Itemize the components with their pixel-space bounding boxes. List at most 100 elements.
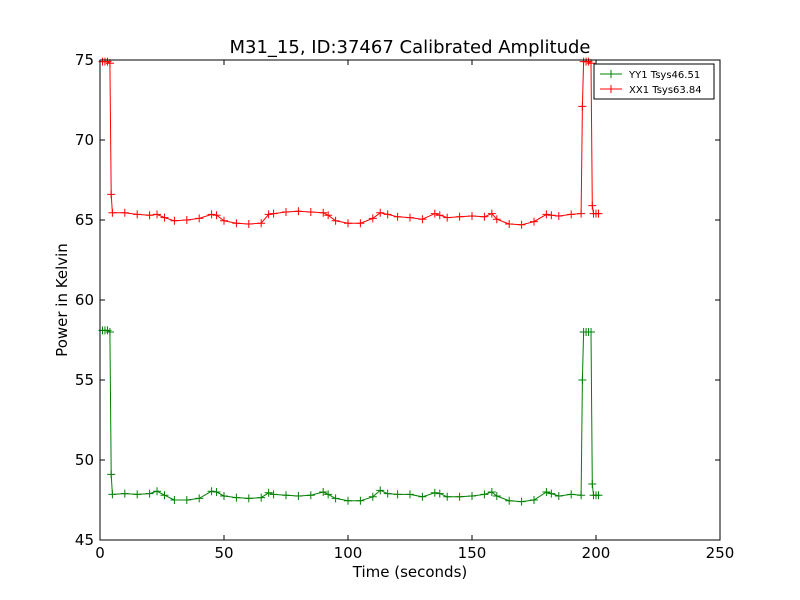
series-0-point-39 — [455, 492, 464, 501]
series-1-point-42 — [487, 209, 496, 218]
series-0-point-9 — [153, 487, 162, 496]
series-1-point-37 — [435, 211, 444, 220]
series-0-point-57 — [588, 480, 597, 488]
series-0-point-40 — [468, 492, 476, 500]
series-0-point-13 — [195, 494, 204, 503]
series-0-point-42 — [487, 488, 496, 496]
x-tick-label-0: 0 — [95, 544, 105, 562]
series-0-point-48 — [547, 489, 556, 498]
series-1-point-52 — [578, 102, 587, 111]
series-0-point-36 — [430, 488, 439, 497]
series-1-point-21 — [269, 209, 278, 218]
x-tick-label-1: 50 — [214, 544, 233, 562]
series-1-point-9 — [153, 210, 162, 219]
series-1-point-27 — [331, 216, 340, 225]
series-0-point-22 — [282, 491, 290, 500]
series-1-point-24 — [306, 208, 315, 216]
series-0-point-18 — [244, 494, 253, 503]
series-0-point-50 — [567, 490, 576, 499]
series-1-point-15 — [212, 211, 221, 220]
series-0-point-26 — [324, 490, 333, 499]
series-1-point-29 — [356, 219, 365, 228]
series-1-point-60 — [594, 209, 603, 218]
y-axis-label: Power in Kelvin — [53, 243, 71, 357]
series-1-point-14 — [207, 210, 216, 219]
series-1-point-41 — [480, 212, 489, 221]
series-1-point-10 — [160, 213, 169, 222]
series-0-point-8 — [145, 489, 154, 498]
series-1-point-11 — [170, 216, 179, 225]
legend-box — [593, 63, 715, 100]
series-1-point-13 — [195, 214, 204, 223]
series-1-point-43 — [492, 215, 501, 224]
series-0-point-37 — [435, 489, 444, 498]
series-1-point-57 — [588, 201, 597, 210]
series-0-point-20 — [264, 488, 273, 497]
series-1 — [98, 57, 603, 229]
series-0-point-43 — [492, 492, 501, 500]
series-1-point-6 — [120, 208, 129, 217]
series-0-point-41 — [480, 490, 489, 499]
series-1-point-32 — [383, 210, 392, 219]
series-1-point-47 — [542, 210, 551, 219]
series-0-point-35 — [418, 492, 427, 501]
series-0-point-24 — [306, 491, 315, 500]
series-0-point-46 — [530, 496, 538, 504]
series-1-point-56 — [587, 59, 596, 68]
series-1-point-22 — [282, 208, 290, 216]
series-1-point-40 — [468, 212, 476, 220]
x-tick-label-4: 200 — [582, 544, 611, 562]
series-0-point-44 — [505, 496, 514, 505]
series-0-point-60 — [594, 491, 603, 500]
series-0-point-47 — [542, 488, 551, 496]
series-0-point-23 — [294, 492, 303, 500]
series-1-point-7 — [133, 210, 142, 219]
series-0-point-21 — [269, 490, 278, 499]
y-tick-label-6: 75 — [75, 51, 94, 69]
y-tick-label-1: 50 — [75, 451, 94, 469]
series-1-point-35 — [418, 215, 427, 224]
series-1-point-17 — [232, 219, 241, 228]
legend-entries: YY1 Tsys46.51 XX1 Tsys63.84 — [600, 70, 702, 96]
series-0-point-45 — [517, 497, 526, 506]
legend-marker-0 — [607, 70, 615, 78]
series-1-point-16 — [220, 216, 228, 225]
series-1-point-4 — [107, 190, 116, 199]
series-1-point-48 — [547, 211, 556, 220]
series-0-point-12 — [182, 496, 191, 504]
y-axis: 45 50 55 60 65 70 75 — [75, 51, 720, 549]
series-0-point-7 — [133, 490, 142, 499]
series-1-point-33 — [393, 212, 402, 221]
series-1-point-8 — [145, 211, 154, 220]
series-0-point-16 — [220, 492, 228, 500]
series-1-point-28 — [344, 219, 352, 228]
legend-marker-1 — [607, 85, 615, 93]
series-1-point-18 — [244, 220, 253, 228]
series-1-point-34 — [406, 213, 414, 222]
series-0-point-27 — [331, 494, 340, 503]
series-0-point-15 — [212, 488, 221, 496]
x-tick-label-3: 150 — [458, 544, 487, 562]
series-1-point-39 — [455, 212, 464, 221]
series-0-point-32 — [383, 489, 392, 498]
series-1-point-51 — [577, 209, 586, 218]
series-0 — [98, 326, 603, 506]
y-tick-label-2: 55 — [75, 371, 94, 389]
series-1-point-3 — [105, 59, 114, 68]
series-1-point-50 — [567, 210, 576, 219]
series-0-point-31 — [376, 486, 385, 495]
series-0-point-6 — [120, 489, 129, 498]
series-1-point-25 — [319, 208, 328, 217]
series-1-point-38 — [443, 213, 452, 222]
series-0-point-49 — [554, 492, 563, 500]
series-layer — [98, 57, 603, 506]
series-0-point-3 — [105, 328, 114, 336]
series-1-point-26 — [324, 211, 333, 220]
chart-title: M31_15, ID:37467 Calibrated Amplitude — [230, 37, 591, 58]
series-1-point-23 — [294, 207, 303, 216]
series-0-point-38 — [443, 492, 452, 501]
x-axis: 0 50 100 150 200 250 — [95, 60, 734, 562]
series-0-point-17 — [232, 493, 241, 502]
series-1-point-36 — [430, 209, 439, 218]
